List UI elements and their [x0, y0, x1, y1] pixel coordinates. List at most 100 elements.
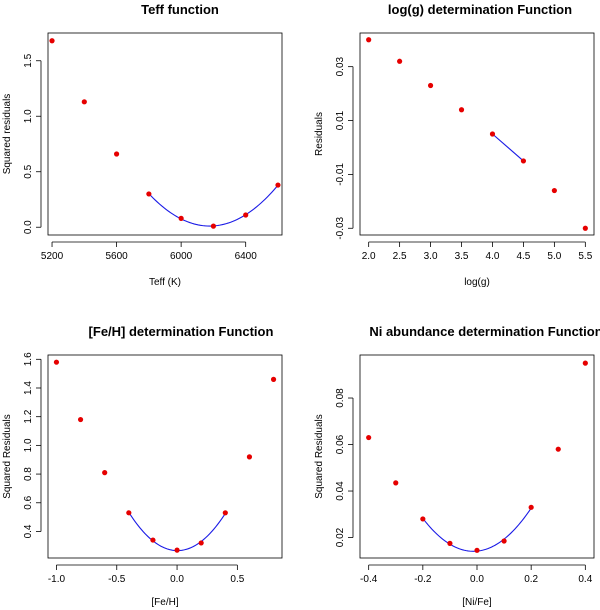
- y-tick-label: 0.03: [335, 56, 346, 76]
- data-point: [246, 454, 253, 460]
- data-point: [528, 504, 534, 510]
- y-axis-label: Squared Residuals: [314, 414, 325, 499]
- y-tick-label: 1.4: [23, 381, 34, 395]
- x-tick-label: 5.5: [578, 251, 592, 262]
- data-point: [366, 434, 372, 441]
- feh-panel: [Fe/H] determination Function [Fe/H] Squ…: [2, 324, 283, 608]
- y-tick-label: 0.8: [23, 467, 34, 481]
- x-tick-label: 6400: [235, 251, 258, 262]
- fit-curve: [128, 512, 226, 552]
- x-tick-label: 5.0: [547, 251, 561, 262]
- y-axis-label: Squared residuals: [2, 94, 13, 175]
- data-point: [447, 540, 453, 546]
- plot-frame: [47, 354, 283, 559]
- data-point: [113, 151, 120, 157]
- plot-frame: [359, 354, 595, 559]
- x-tick-label: 0.2: [524, 574, 538, 585]
- data-point: [198, 540, 204, 546]
- data-point: [126, 510, 132, 516]
- y-tick-label: 1.0: [23, 438, 34, 452]
- x-tick-label: 0.4: [578, 574, 592, 585]
- x-axis-label: [Fe/H]: [151, 597, 178, 608]
- x-tick-label: -1.0: [48, 574, 66, 585]
- y-tick-label: 0.06: [335, 434, 346, 454]
- x-axis-label: [Ni/Fe]: [462, 597, 492, 608]
- data-point: [420, 516, 426, 522]
- chart-title: Teff function: [141, 2, 219, 17]
- x-tick-label: 0.0: [470, 574, 484, 585]
- logg-panel: log(g) determination Function log(g) Res…: [314, 2, 595, 288]
- chart-title: Ni abundance determination Function: [369, 324, 600, 339]
- data-point: [270, 376, 277, 382]
- teff-panel: Teff function Teff (K) Squared residuals…: [2, 2, 283, 288]
- x-tick-label: 4.0: [486, 251, 500, 262]
- y-tick-label: 1.5: [23, 53, 34, 67]
- y-tick-label: 0.08: [335, 388, 346, 408]
- fit-curve: [422, 507, 532, 552]
- data-point: [520, 158, 527, 164]
- data-point: [397, 58, 403, 64]
- x-tick-label: 3.0: [424, 251, 438, 262]
- data-point: [102, 470, 108, 476]
- data-point: [53, 359, 60, 365]
- y-tick-label: 1.6: [23, 352, 34, 366]
- x-axis-label: log(g): [464, 277, 490, 288]
- x-tick-label: 0.5: [230, 574, 244, 585]
- chart-title: log(g) determination Function: [388, 2, 572, 17]
- ni-panel: Ni abundance determination Function [Ni/…: [314, 324, 600, 608]
- y-tick-label: 1.2: [23, 409, 34, 423]
- y-axis-label: Squared Residuals: [2, 414, 13, 499]
- data-point: [489, 131, 496, 137]
- y-tick-label: 0.02: [335, 527, 346, 547]
- data-point: [243, 212, 249, 218]
- x-tick-label: -0.5: [108, 574, 126, 585]
- data-point: [275, 182, 281, 188]
- x-tick-label: -0.4: [360, 574, 378, 585]
- x-tick-label: 2.5: [393, 251, 407, 262]
- data-point: [81, 99, 87, 105]
- y-tick-label: 0.0: [23, 220, 34, 234]
- data-point: [501, 538, 507, 544]
- x-tick-label: 5600: [105, 251, 128, 262]
- y-tick-label: -0.01: [335, 163, 346, 186]
- y-tick-label: 0.4: [23, 524, 34, 538]
- x-axis-label: Teff (K): [149, 277, 181, 288]
- data-point: [366, 37, 372, 43]
- y-tick-label: 0.5: [23, 164, 34, 178]
- data-point: [474, 547, 480, 553]
- data-point: [555, 446, 561, 452]
- y-tick-label: -0.03: [335, 216, 346, 239]
- y-tick-label: 1.0: [23, 109, 34, 123]
- x-tick-label: 5200: [41, 251, 64, 262]
- data-point: [222, 510, 228, 516]
- data-point: [77, 416, 84, 423]
- data-point: [393, 480, 399, 486]
- data-point: [178, 215, 184, 221]
- fit-curve: [148, 184, 279, 227]
- x-tick-label: 2.0: [362, 251, 376, 262]
- data-point: [150, 537, 156, 543]
- fit-curve: [492, 133, 524, 162]
- plot-frame: [47, 32, 283, 236]
- data-point: [551, 187, 557, 194]
- chart-title: [Fe/H] determination Function: [89, 324, 274, 339]
- y-axis-label: Residuals: [314, 112, 325, 156]
- x-tick-label: 0.0: [170, 574, 184, 585]
- x-tick-label: 3.5: [455, 251, 469, 262]
- x-tick-label: 6000: [170, 251, 193, 262]
- data-point: [582, 360, 588, 366]
- y-tick-label: 0.6: [23, 495, 34, 509]
- data-point: [146, 191, 152, 197]
- data-point: [458, 107, 465, 113]
- data-point: [582, 225, 588, 231]
- data-point: [49, 38, 55, 44]
- data-point: [427, 82, 434, 89]
- y-tick-label: 0.04: [335, 481, 346, 501]
- plot-frame: [359, 32, 595, 236]
- data-point: [210, 223, 217, 229]
- x-tick-label: 4.5: [516, 251, 530, 262]
- y-tick-label: 0.01: [335, 110, 346, 130]
- data-point: [174, 547, 180, 553]
- x-tick-label: -0.2: [414, 574, 432, 585]
